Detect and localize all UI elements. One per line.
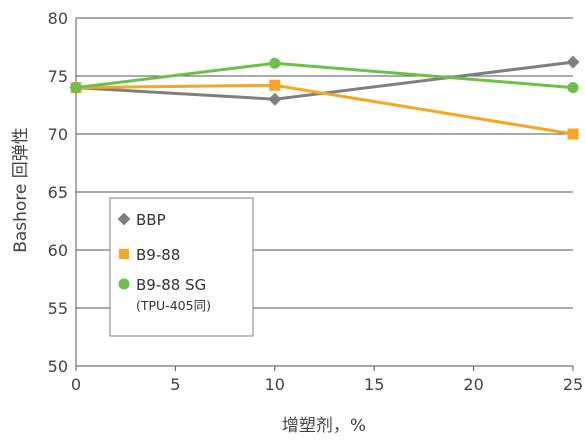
- data-point-series-1: [269, 79, 281, 91]
- data-point-series-0: [566, 55, 580, 69]
- series-line-2: [75, 61, 574, 90]
- legend-item-b9-88: B9-88: [119, 246, 180, 264]
- x-tick-label: 10: [265, 375, 285, 394]
- legend-item-bbp: BBP: [117, 211, 166, 229]
- x-tick-label: 15: [364, 375, 384, 394]
- legend-label-b9-88-sg: B9-88 SG: [136, 276, 206, 294]
- tick-labels: 50 55 60 65 70 75 80 0 5 10 15 20 25: [48, 9, 584, 394]
- legend-box: [109, 197, 254, 337]
- markers: [69, 55, 580, 140]
- x-tick-label: 5: [170, 375, 180, 394]
- legend-note-b9-88-sg: (TPU-405同): [136, 298, 211, 313]
- legend: BBP B9-88 B9-88 SG (TPU-405同): [109, 197, 254, 337]
- axes: [75, 18, 574, 371]
- y-tick-label: 70: [48, 125, 68, 144]
- y-tick-label: 55: [48, 299, 68, 318]
- y-tick-label: 60: [48, 241, 68, 260]
- x-axis-title: 增塑剂，%: [282, 416, 366, 436]
- y-tick-label: 65: [48, 183, 68, 202]
- y-tick-label: 75: [48, 67, 68, 86]
- legend-item-b9-88-sg: B9-88 SG (TPU-405同): [118, 276, 211, 313]
- x-tick-label: 20: [463, 375, 483, 394]
- legend-label-bbp: BBP: [136, 211, 166, 229]
- y-tick-label: 80: [48, 9, 68, 28]
- diamond-marker-icon: [117, 212, 131, 226]
- legend-label-b9-88: B9-88: [136, 246, 180, 264]
- data-point-series-2: [70, 82, 82, 94]
- series: [75, 60, 574, 136]
- y-axis-title: Bashore 回弹性: [11, 127, 31, 253]
- x-tick-label: 0: [71, 375, 81, 394]
- circle-marker-icon: [118, 278, 130, 290]
- data-point-series-0: [268, 92, 282, 106]
- y-tick-label: 50: [48, 357, 68, 376]
- data-point-series-1: [567, 128, 579, 140]
- x-tick-label: 25: [563, 375, 583, 394]
- data-point-series-2: [269, 57, 281, 69]
- data-point-series-2: [567, 82, 579, 94]
- square-marker-icon: [119, 249, 129, 259]
